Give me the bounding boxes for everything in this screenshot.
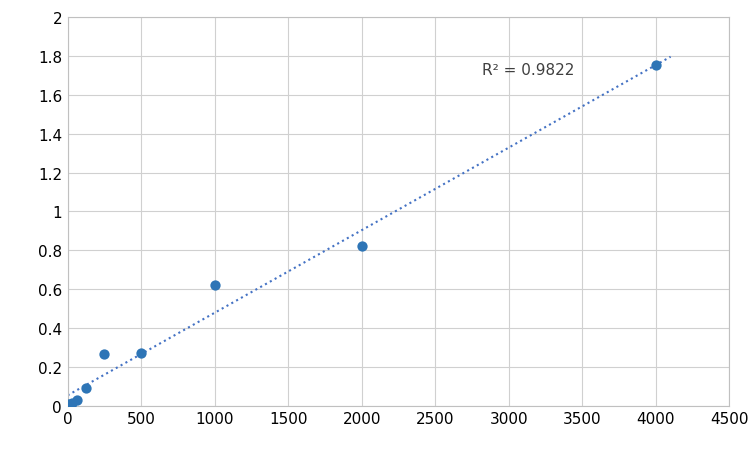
Point: [209, 282, 221, 289]
Point: [80, 385, 92, 392]
Point: [71, 397, 83, 404]
Text: R² = 0.9822: R² = 0.9822: [482, 63, 575, 78]
Point: [99, 351, 111, 358]
Point: [66, 399, 78, 406]
Point: [62, 401, 74, 408]
Point: [356, 243, 368, 250]
Point: [650, 62, 662, 69]
Point: [135, 350, 147, 357]
